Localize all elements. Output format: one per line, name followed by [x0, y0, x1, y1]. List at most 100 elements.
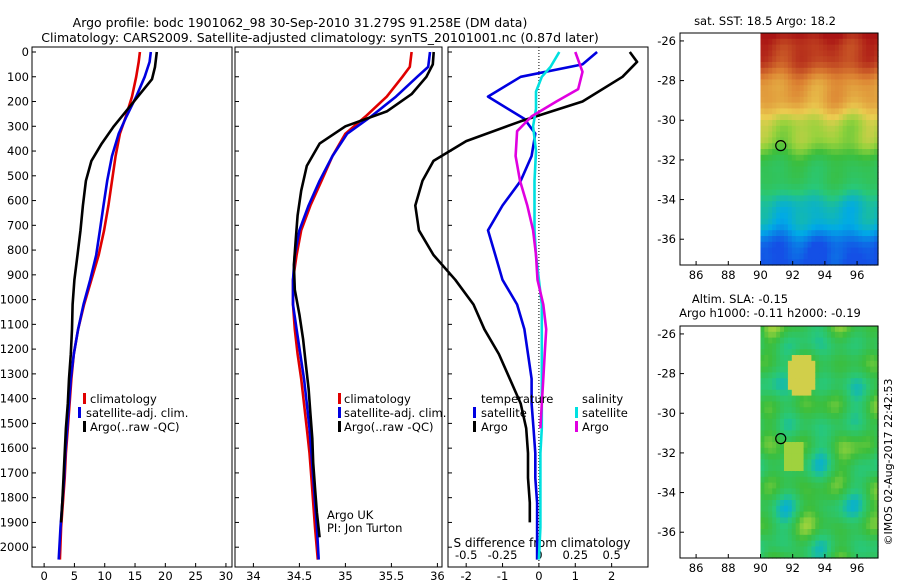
map-cell — [854, 453, 859, 460]
map-cell — [838, 154, 844, 162]
map-cell — [772, 534, 777, 542]
map-cell — [784, 108, 789, 115]
map-cell — [811, 178, 816, 185]
map-cell — [803, 407, 809, 414]
map-cell — [827, 149, 832, 156]
map-cell — [784, 465, 789, 472]
map-cell — [854, 355, 859, 362]
map-cell — [819, 366, 824, 373]
map-cell — [834, 476, 840, 484]
map-cell — [866, 195, 871, 202]
map-cell — [842, 372, 848, 379]
argo-uk-label: Argo UK — [327, 508, 374, 522]
map-cell — [838, 195, 844, 202]
map-cell — [862, 154, 867, 162]
map-cell — [842, 505, 848, 513]
map-cell — [874, 143, 879, 150]
map-cell — [807, 79, 812, 86]
map-cell — [823, 212, 828, 220]
map-cell — [874, 389, 879, 397]
map-cell — [807, 476, 812, 484]
map-cell — [795, 131, 801, 138]
map-cell — [791, 125, 797, 133]
map-cell — [787, 430, 793, 437]
map-cell — [815, 207, 820, 214]
map-cell — [811, 102, 816, 109]
map-cell — [780, 131, 785, 138]
legend-swatch-argo — [83, 421, 86, 432]
map-cell — [795, 389, 801, 397]
map-cell — [858, 166, 863, 173]
map-cell — [834, 38, 840, 46]
map-cell — [760, 91, 765, 98]
map-cell — [784, 442, 789, 449]
map-cell — [768, 459, 773, 466]
map-cell — [791, 172, 797, 179]
map-cell — [772, 183, 777, 191]
map-cell — [780, 247, 785, 254]
map-cell — [862, 79, 867, 86]
map-cell — [846, 389, 852, 397]
map-cell — [870, 149, 875, 156]
map-cell — [846, 96, 852, 104]
map-cell — [795, 326, 801, 333]
map-cell — [862, 241, 867, 249]
map-cell — [819, 459, 824, 466]
map-cell — [787, 395, 793, 402]
plot-frame — [447, 46, 649, 568]
map-cell — [834, 154, 840, 162]
map-cell — [760, 137, 765, 144]
map-cell — [799, 401, 805, 408]
map-cell — [866, 465, 871, 472]
map-cell — [772, 360, 777, 368]
map-cell — [768, 38, 773, 46]
map-cell — [772, 85, 777, 92]
map-cell — [764, 114, 769, 121]
map-cell — [799, 120, 805, 127]
map-cell — [760, 482, 765, 489]
map-cell — [850, 137, 856, 144]
map-cell — [815, 143, 820, 150]
map-cell — [842, 326, 848, 333]
map-cell — [795, 160, 801, 167]
map-cell — [846, 236, 852, 243]
map-cell — [760, 79, 765, 86]
x-tick-label: 96 — [850, 561, 865, 575]
map-cell — [834, 331, 840, 339]
map-cell — [815, 378, 820, 385]
map-cell — [846, 482, 852, 489]
map-cell — [823, 236, 828, 243]
map-cell — [838, 50, 844, 57]
map-cell — [831, 459, 836, 466]
map-cell — [795, 207, 801, 214]
map-cell — [811, 430, 816, 437]
map-cell — [784, 96, 789, 104]
map-cell — [854, 137, 859, 144]
map-cell — [854, 360, 859, 368]
map-cell — [787, 534, 793, 542]
map-cell — [834, 552, 840, 559]
map-cell — [827, 189, 832, 196]
map-cell — [838, 523, 844, 530]
map-cell — [827, 125, 832, 133]
map-cell — [768, 360, 773, 368]
map-cell — [854, 500, 859, 507]
map-cell — [803, 85, 809, 92]
map-cell — [842, 50, 848, 57]
map-cell — [780, 384, 785, 391]
map-cell — [838, 471, 844, 478]
map-cell — [807, 33, 812, 40]
map-cell — [823, 137, 828, 144]
map-cell — [795, 183, 801, 191]
map-cell — [764, 465, 769, 472]
map-cell — [866, 418, 871, 426]
map-cell — [776, 511, 781, 518]
map-cell — [811, 500, 816, 507]
map-cell — [858, 471, 863, 478]
map-cell — [811, 38, 816, 46]
map-cell — [862, 224, 867, 231]
map-cell — [823, 33, 828, 40]
map-cell — [831, 476, 836, 484]
map-cell — [866, 114, 871, 121]
sst-map-panel: 86 88 90 92 94 96-26-28-30-32-34-36 — [657, 32, 879, 282]
